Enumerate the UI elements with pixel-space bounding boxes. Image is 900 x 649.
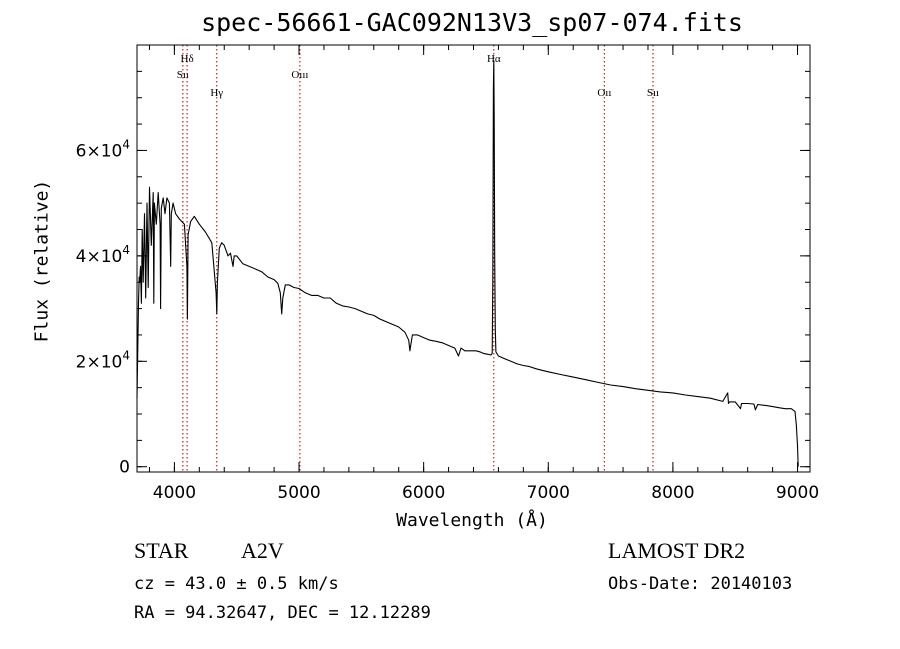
y-tick-label: 0 [119,458,130,478]
x-tick-label: 5000 [277,483,320,503]
x-tick-label: 7000 [527,483,570,503]
line-marker-label: Oııı [291,69,308,81]
line-marker-label: Hα [487,53,501,65]
emission-line-markers: Sıı Hδ Hγ Oııı Hα Oıı Sıı [177,45,659,472]
axis-ticks: 4000 5000 6000 7000 8000 9000 0 2×104 4×104 6×104 [76,44,819,503]
plot-frame [136,44,811,473]
object-class: A2V [241,538,284,563]
line-marker-label: Oıı [597,87,611,99]
y-tick-label: 4×104 [76,243,130,267]
redshift-cz: cz = 43.0 ± 0.5 km/s [134,574,339,594]
ra-dec-coordinates: RA = 94.32647, DEC = 12.12289 [134,603,431,623]
line-marker-label: Hγ [210,87,223,99]
line-marker-label: Sıı [177,69,189,81]
survey-name: LAMOST DR2 [608,538,746,563]
object-type: STAR [134,538,189,563]
x-tick-label: 9000 [776,483,819,503]
y-tick-label: 6×104 [76,137,130,161]
x-tick-label: 6000 [402,483,445,503]
y-axis-label: Flux (relative) [31,179,53,343]
x-axis-label: Wavelength (Å) [396,510,548,531]
line-marker-label: Sıı [647,87,659,99]
observation-date: Obs-Date: 20140103 [608,574,793,594]
chart-title: spec-56661-GAC092N13V3_sp07-074.fits [201,8,743,37]
spectrum-line [136,60,799,467]
x-tick-label: 8000 [651,483,694,503]
line-marker-label: Hδ [181,53,194,65]
x-tick-label: 4000 [153,483,196,503]
y-tick-label: 2×104 [76,348,130,372]
